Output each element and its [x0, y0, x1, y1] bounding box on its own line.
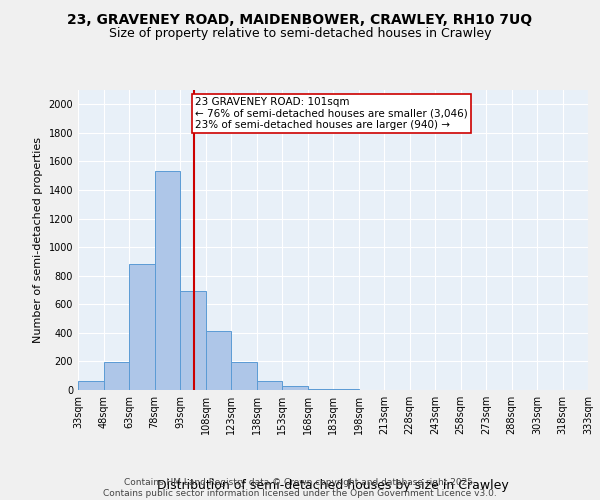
Text: 23, GRAVENEY ROAD, MAIDENBOWER, CRAWLEY, RH10 7UQ: 23, GRAVENEY ROAD, MAIDENBOWER, CRAWLEY,…	[67, 12, 533, 26]
Bar	[257, 382, 282, 390]
Bar	[180, 292, 206, 390]
Bar	[78, 380, 104, 390]
Text: Size of property relative to semi-detached houses in Crawley: Size of property relative to semi-detach…	[109, 28, 491, 40]
Text: 23 GRAVENEY ROAD: 101sqm
← 76% of semi-detached houses are smaller (3,046)
23% o: 23 GRAVENEY ROAD: 101sqm ← 76% of semi-d…	[196, 97, 468, 130]
Bar	[155, 172, 180, 390]
Bar	[333, 388, 359, 390]
X-axis label: Distribution of semi-detached houses by size in Crawley: Distribution of semi-detached houses by …	[157, 478, 509, 492]
Bar	[231, 362, 257, 390]
Text: Contains HM Land Registry data © Crown copyright and database right 2025.
Contai: Contains HM Land Registry data © Crown c…	[103, 478, 497, 498]
Bar	[282, 386, 308, 390]
Bar	[206, 330, 231, 390]
Bar	[129, 264, 155, 390]
Bar	[104, 362, 129, 390]
Bar	[308, 388, 333, 390]
Y-axis label: Number of semi-detached properties: Number of semi-detached properties	[33, 137, 43, 343]
